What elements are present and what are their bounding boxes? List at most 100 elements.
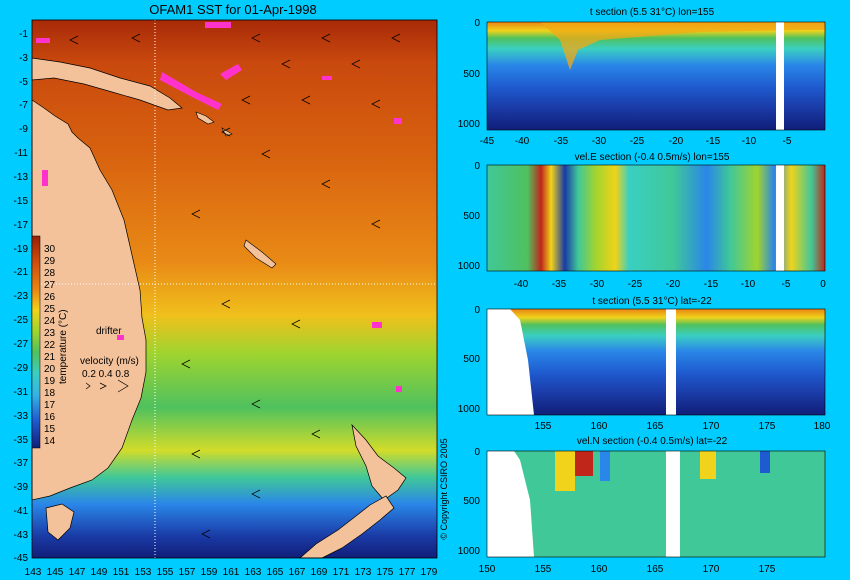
map-y-tick: -5 [19, 77, 28, 88]
colorbar-tick: 28 [44, 268, 56, 279]
new-caledonia-landmass [243, 239, 277, 269]
colorbar-tick: 22 [44, 340, 56, 351]
map-x-tick: 175 [377, 567, 394, 578]
colorbar-label: temperature (°C) [58, 309, 69, 384]
map-x-tick: 161 [223, 567, 240, 578]
island-shape [195, 111, 215, 125]
map-y-tick: -33 [14, 411, 29, 422]
velocity-legend-arrows [85, 379, 129, 393]
section-field [487, 451, 825, 557]
x-tick: 180 [814, 421, 831, 432]
x-tick: -40 [515, 136, 530, 147]
colorbar-ramp [31, 235, 41, 449]
map-x-tick: 167 [289, 567, 306, 578]
copyright-text: © Copyright CSIRO 2005 [439, 438, 449, 540]
map-y-tick: -25 [14, 315, 29, 326]
section-field [487, 165, 825, 271]
map-x-tick: 151 [113, 567, 130, 578]
colorbar-tick: 20 [44, 364, 56, 375]
x-tick: -5 [782, 279, 791, 290]
y-tick: 0 [474, 18, 480, 29]
x-tick: -25 [630, 136, 645, 147]
section-gap [666, 309, 676, 415]
x-tick: 165 [647, 421, 664, 432]
x-tick: -35 [554, 136, 569, 147]
colorbar-tick: 17 [44, 400, 56, 411]
continental-shelf-blank [487, 309, 534, 415]
panel-frame [486, 308, 826, 416]
map-x-tick: 179 [421, 567, 438, 578]
x-tick: 155 [535, 421, 552, 432]
map-y-tick: -21 [14, 267, 29, 278]
map-y-tick: -43 [14, 530, 29, 541]
drifter-tracks [36, 22, 402, 392]
y-tick: 1000 [458, 404, 481, 415]
sst-map [31, 19, 438, 559]
vel-e-section-panel [486, 164, 826, 272]
velocity-arrows [69, 33, 401, 539]
section-gap [776, 22, 784, 130]
x-tick: -30 [590, 279, 605, 290]
australia-landmass [31, 99, 147, 501]
panel-title: vel.N section (-0.4 0.5m/s) lat=-22 [577, 436, 728, 447]
drifter-mark [322, 76, 332, 80]
x-tick: 175 [759, 421, 776, 432]
y-tick: 500 [463, 354, 480, 365]
x-tick: -10 [741, 279, 756, 290]
panel-frame [486, 450, 826, 558]
x-tick: -40 [514, 279, 529, 290]
x-tick: 160 [591, 564, 608, 575]
colorbar-tick: 26 [44, 292, 56, 303]
colorbar-tick: 18 [44, 388, 56, 399]
t-section-lon-panel [486, 21, 826, 131]
map-y-tick: -39 [14, 482, 29, 493]
drifter-mark [205, 22, 231, 28]
map-x-tick: 155 [157, 567, 174, 578]
x-tick: 175 [759, 564, 776, 575]
panel3-y-ticks: 0 500 1000 [458, 305, 481, 415]
panel1-x-ticks: -45 -40 -35 -30 -25 -20 -15 -10 -5 [480, 136, 792, 147]
map-y-tick: -19 [14, 244, 29, 255]
map-y-tick: -45 [14, 553, 29, 564]
map-x-tick: 169 [311, 567, 328, 578]
map-x-tick: 171 [333, 567, 350, 578]
warm-surface-layer [540, 22, 825, 70]
map-x-tick: 143 [25, 567, 42, 578]
map-y-tick: -7 [19, 100, 28, 111]
y-tick: 1000 [458, 546, 481, 557]
section-gap [666, 451, 680, 557]
y-tick: 500 [463, 496, 480, 507]
map-x-ticks: 143 145 147 149 151 153 155 157 159 161 … [25, 567, 438, 578]
continental-shelf-blank [487, 451, 534, 557]
x-tick: -10 [742, 136, 757, 147]
map-y-tick: -37 [14, 458, 29, 469]
panel3-x-ticks: 155 160 165 170 175 180 [535, 421, 831, 432]
map-y-tick: -3 [19, 53, 28, 64]
map-y-tick: -27 [14, 339, 29, 350]
copyright-notice: © Copyright CSIRO 2005 [436, 430, 450, 550]
map-x-tick: 149 [91, 567, 108, 578]
panel4-y-ticks: 0 500 1000 [458, 447, 481, 557]
colorbar-tick: 25 [44, 304, 56, 315]
colorbar: 30 29 28 27 26 25 24 23 22 21 20 19 18 1… [31, 235, 69, 449]
drifter-mark [372, 322, 382, 328]
panel2-y-ticks: 0 500 1000 [458, 161, 481, 272]
y-tick: 1000 [458, 119, 481, 130]
drifter-mark [36, 38, 50, 43]
drifter-mark [160, 72, 222, 110]
colorbar-tick: 27 [44, 280, 56, 291]
map-x-tick: 159 [201, 567, 218, 578]
y-tick: 500 [463, 69, 480, 80]
new-guinea-landmass [31, 57, 183, 111]
panel-frame [486, 164, 826, 272]
x-tick: -30 [592, 136, 607, 147]
map-title: OFAM1 SST for 01-Apr-1998 [149, 2, 316, 17]
map-x-tick: 165 [267, 567, 284, 578]
t-section-lat-panel [486, 308, 826, 416]
x-tick: -20 [669, 136, 684, 147]
x-tick: 165 [647, 564, 664, 575]
colorbar-tick: 23 [44, 328, 56, 339]
new-zealand-south-island [299, 495, 395, 559]
drifter-legend-mark [117, 335, 124, 340]
